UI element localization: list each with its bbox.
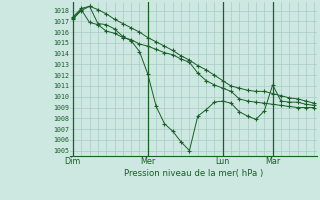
X-axis label: Pression niveau de la mer( hPa ): Pression niveau de la mer( hPa ) [124, 169, 263, 178]
